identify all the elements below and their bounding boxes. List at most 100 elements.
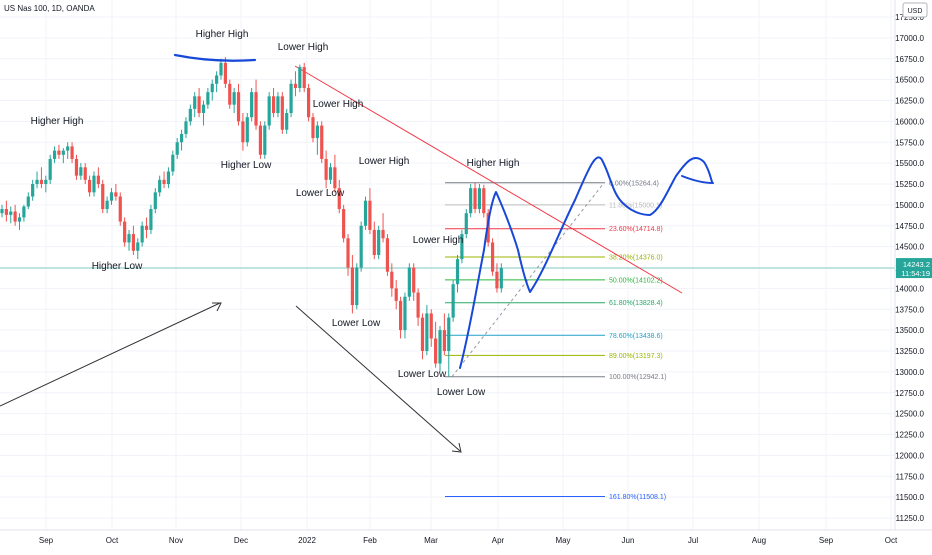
candle-body bbox=[88, 179, 92, 193]
annotation-label: Lower Low bbox=[332, 318, 381, 329]
candle-body bbox=[206, 92, 210, 105]
candle-body bbox=[245, 117, 249, 143]
candle-body bbox=[280, 96, 284, 130]
candle-body bbox=[114, 192, 118, 197]
candle-body bbox=[469, 188, 473, 214]
candle-body bbox=[416, 292, 420, 318]
candle-body bbox=[429, 313, 433, 339]
y-tick-label: 12250.0 bbox=[895, 431, 924, 440]
fibonacci-retracement[interactable]: 0.00%(15264.4) 11.80%(15000.1) 23.60%(1471… bbox=[445, 180, 667, 501]
candle-body bbox=[438, 330, 442, 364]
x-tick-label: Sep bbox=[39, 536, 54, 545]
candle-body bbox=[17, 217, 22, 222]
candle-body bbox=[123, 221, 127, 243]
candle-body bbox=[158, 179, 162, 193]
candles bbox=[0, 57, 503, 377]
current-price-value: 14243.2 bbox=[903, 260, 930, 269]
x-tick-label: Oct bbox=[106, 536, 119, 545]
candle-body bbox=[407, 267, 411, 297]
y-tick-label: 13500.0 bbox=[895, 326, 924, 335]
candle-body bbox=[447, 317, 451, 351]
candle-body bbox=[61, 150, 65, 155]
candle-body bbox=[307, 87, 311, 118]
candle-body bbox=[285, 113, 289, 130]
drawn-projection-path bbox=[459, 156, 713, 369]
candle-body bbox=[22, 206, 26, 218]
candle-body bbox=[333, 167, 337, 189]
candle-body bbox=[4, 209, 8, 215]
y-tick-label: 16000.0 bbox=[895, 117, 924, 126]
currency-label: USD bbox=[908, 8, 923, 15]
fib-level-label: 61.80%(13828.4) bbox=[609, 300, 663, 307]
descending-trendline bbox=[294, 65, 683, 294]
y-tick-label: 12000.0 bbox=[895, 451, 924, 460]
candle-body bbox=[298, 67, 302, 88]
fib-level-label: 50.00%(14102.2) bbox=[609, 277, 663, 284]
hand-drawings[interactable] bbox=[0, 53, 714, 453]
candle-body bbox=[425, 313, 429, 351]
y-tick-label: 15250.0 bbox=[895, 180, 924, 189]
candle-body bbox=[215, 75, 219, 84]
currency-badge[interactable] bbox=[902, 2, 928, 18]
candle-body bbox=[372, 229, 376, 255]
candle-body bbox=[109, 192, 114, 201]
candle-body bbox=[464, 213, 468, 235]
candle-body bbox=[258, 125, 263, 155]
candle-body bbox=[368, 200, 372, 230]
annotation-label: Lower High bbox=[413, 235, 464, 246]
fib-level-label: 11.80%(15000.1) bbox=[609, 202, 662, 209]
fib-level-label: 100.00%(12942.1) bbox=[609, 374, 667, 381]
x-tick-label: Aug bbox=[752, 536, 766, 545]
candle-body bbox=[166, 171, 171, 184]
candle-body bbox=[267, 96, 271, 126]
candle-body bbox=[403, 296, 407, 331]
candle-body bbox=[171, 154, 175, 172]
annotation-label: Higher High bbox=[467, 158, 520, 169]
y-tick-label: 13000.0 bbox=[895, 368, 924, 377]
candle-body bbox=[131, 234, 135, 251]
candle-body bbox=[0, 209, 4, 214]
y-tick-label: 14000.0 bbox=[895, 284, 924, 293]
candle-body bbox=[473, 188, 477, 210]
candle-body bbox=[377, 229, 381, 255]
candle-body bbox=[223, 62, 227, 84]
candle-body bbox=[74, 158, 79, 176]
trendline[interactable] bbox=[294, 65, 683, 294]
annotation-label: Lower Low bbox=[437, 387, 486, 398]
drawn-arc-top bbox=[173, 53, 257, 62]
x-tick-label: Jun bbox=[622, 536, 635, 545]
candle-body bbox=[144, 225, 149, 230]
x-tick-label: Feb bbox=[363, 536, 377, 545]
x-tick-label: Mar bbox=[424, 536, 438, 545]
candle-body bbox=[140, 225, 144, 243]
candle-body bbox=[241, 121, 245, 143]
candle-body bbox=[44, 179, 48, 184]
x-tick-label: Sep bbox=[819, 536, 834, 545]
candle-body bbox=[70, 146, 74, 159]
chart-title: US Nas 100, 1D, OANDA bbox=[4, 4, 95, 13]
candle-body bbox=[315, 125, 319, 139]
candle-body bbox=[96, 175, 100, 184]
grid bbox=[0, 0, 895, 530]
time-axis[interactable]: Sep Oct Nov Dec 2022 Feb Mar Apr May Jun Jul Aug Sep… bbox=[39, 536, 898, 545]
candle-body bbox=[101, 184, 105, 210]
candle-body bbox=[79, 167, 83, 176]
candle-body bbox=[127, 234, 131, 243]
y-tick-label: 16250.0 bbox=[895, 97, 924, 106]
candle-body bbox=[263, 125, 267, 155]
candle-body bbox=[52, 150, 57, 159]
x-tick-label: 2022 bbox=[298, 536, 316, 545]
candle-body bbox=[92, 175, 96, 193]
candle-body bbox=[311, 117, 315, 139]
fib-level-label: 161.80%(11508.1) bbox=[609, 494, 666, 501]
y-tick-label: 16500.0 bbox=[895, 76, 924, 85]
candle-body bbox=[35, 179, 39, 184]
annotation-label: Higher Low bbox=[221, 160, 272, 171]
candle-body bbox=[26, 196, 30, 207]
candle-body bbox=[153, 192, 157, 210]
candle-body bbox=[289, 83, 293, 114]
candle-body bbox=[201, 104, 206, 114]
candle-body bbox=[359, 225, 363, 268]
